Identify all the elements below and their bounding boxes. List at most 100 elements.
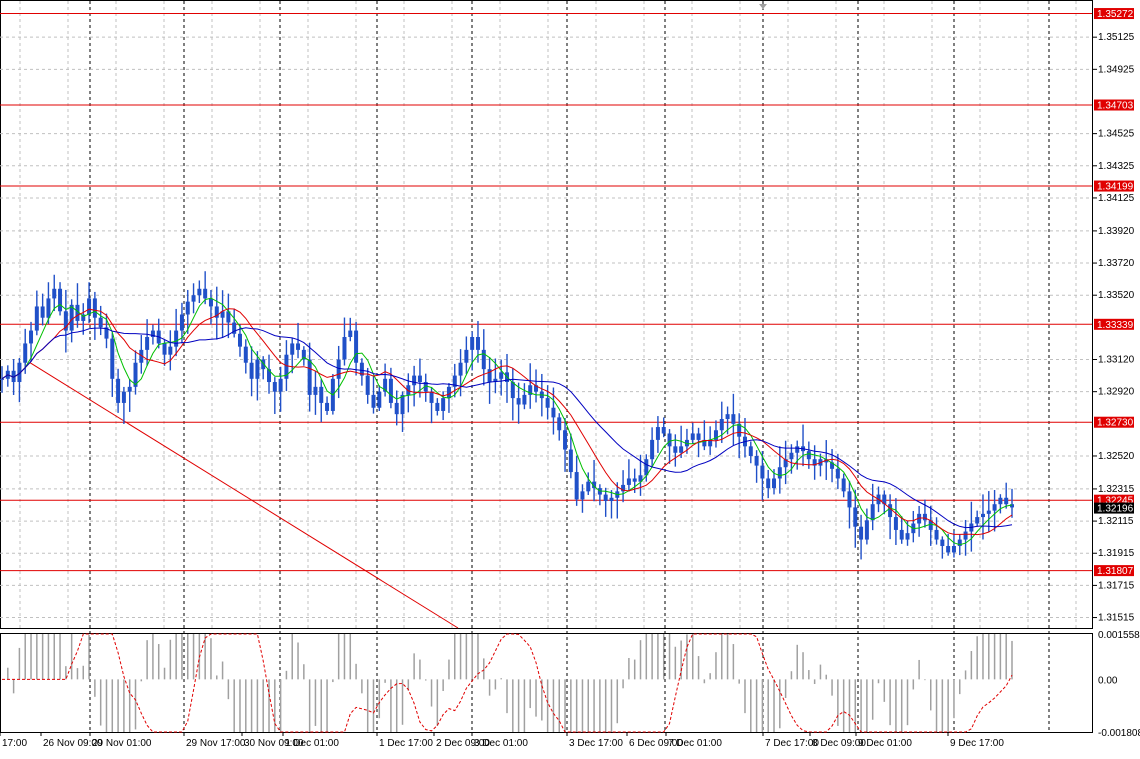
price-bar-body <box>975 517 980 524</box>
price-bar-body <box>237 333 242 347</box>
price-bar-body <box>336 359 341 379</box>
price-bar-body <box>40 306 45 318</box>
price-bar-body <box>835 468 840 479</box>
price-bar-body <box>830 462 835 469</box>
level-price-tag <box>1094 565 1134 577</box>
level-price-tag <box>1094 416 1134 428</box>
price-bar-body <box>864 520 869 540</box>
price-bar-body <box>557 417 562 431</box>
price-bar-body <box>441 398 446 411</box>
price-bar-body <box>493 378 498 383</box>
price-bar-body <box>679 446 684 453</box>
price-bar-body <box>92 298 97 318</box>
price-bar-body <box>859 526 864 540</box>
price-bar-body <box>812 459 817 466</box>
price-bar-body <box>725 414 730 419</box>
level-price-tag <box>1094 180 1134 192</box>
price-bar-body <box>574 472 579 500</box>
level-price-tag-label: 1.32245 <box>1097 496 1134 507</box>
price-bar-body <box>208 298 213 307</box>
price-bar-body <box>121 391 126 403</box>
price-axis[interactable]: 1.35125 1.34925 1.34525 1.34325 1.34125 1.339… <box>1093 32 1140 739</box>
price-bar-body <box>963 531 968 540</box>
price-bar-body <box>307 359 312 395</box>
price-bar-body <box>365 375 370 395</box>
price-bar-body <box>795 446 800 453</box>
price-bar-body <box>934 529 939 540</box>
level-price-tag-label: 1.31807 <box>1097 566 1134 577</box>
price-bar-body <box>783 459 788 468</box>
price-bar-body <box>603 494 608 501</box>
price-bar-body <box>824 459 829 463</box>
price-bar-body <box>214 306 219 318</box>
price-bar-body <box>563 430 568 450</box>
price-bar-body <box>388 378 393 403</box>
time-tick-label: 1 Dec 01:00 <box>285 738 339 749</box>
time-tick-label: 17:00 <box>2 738 27 749</box>
price-tick-label: 1.34525 <box>1098 129 1135 140</box>
price-bar-body <box>510 382 515 399</box>
oscillator-series <box>2 633 1013 733</box>
moving-average-line <box>1 327 1013 529</box>
price-bar-body <box>702 439 707 447</box>
price-bar-body <box>104 327 109 339</box>
price-tick-label: 1.32520 <box>1098 451 1135 462</box>
price-bar-body <box>951 546 956 553</box>
time-tick-label: 29 Nov 01:00 <box>92 738 152 749</box>
price-bar-body <box>174 330 179 347</box>
price-bar-body <box>522 394 527 405</box>
price-bar-body <box>772 478 777 489</box>
price-bar-body <box>452 375 457 387</box>
price-bar-body <box>383 378 388 392</box>
price-bar-body <box>899 529 904 540</box>
price-bar-body <box>893 517 898 530</box>
price-bar-body <box>150 330 155 338</box>
price-bar-body <box>661 427 666 434</box>
price-bar-body <box>737 423 742 437</box>
price-bar-body <box>806 451 811 460</box>
price-bar-body <box>11 370 16 383</box>
time-tick-label: 9 Dec 01:00 <box>858 738 912 749</box>
price-bar-body <box>499 372 504 379</box>
price-bar-body <box>272 382 277 392</box>
price-bar-body <box>139 349 144 363</box>
price-bar-body <box>754 455 759 466</box>
price-bar-body <box>458 362 463 376</box>
price-bar-body <box>847 491 852 508</box>
level-price-tag-label: 1.35272 <box>1097 9 1134 20</box>
oscillator-tick-label: -0.001808 <box>1098 728 1140 739</box>
price-bar-body <box>185 301 190 315</box>
price-tick-label: 1.34925 <box>1098 64 1135 75</box>
price-tick-label: 1.35125 <box>1098 32 1135 43</box>
price-bar-body <box>534 385 539 392</box>
current-price-tag <box>1094 502 1134 514</box>
price-bar-body <box>435 402 440 411</box>
trendline-layer[interactable] <box>29 362 459 629</box>
price-bar-body <box>267 369 272 383</box>
chart-shift-marker-icon[interactable] <box>759 4 767 9</box>
price-tick-label: 1.32115 <box>1098 516 1134 527</box>
price-bar-body <box>301 349 306 360</box>
price-bar-body <box>684 439 689 447</box>
oscillator-panel-frame <box>0 633 1093 733</box>
price-bar-body <box>592 481 597 489</box>
trendline[interactable] <box>29 362 459 629</box>
price-bar-body <box>191 295 196 302</box>
price-bar-body <box>162 343 167 355</box>
price-tick-label: 1.31915 <box>1098 548 1135 559</box>
price-bar-body <box>133 362 138 387</box>
price-bar-body <box>638 475 643 482</box>
price-bar-body <box>255 359 260 379</box>
price-tick-label: 1.33520 <box>1098 290 1135 301</box>
price-bar-body <box>888 504 893 518</box>
level-price-tag <box>1094 318 1134 330</box>
price-bar-body <box>882 494 887 505</box>
price-bar-body <box>75 304 80 321</box>
price-bar-body <box>417 375 422 383</box>
price-bar-body <box>528 385 533 395</box>
price-bar-body <box>946 546 951 553</box>
price-bar-body <box>17 362 22 383</box>
